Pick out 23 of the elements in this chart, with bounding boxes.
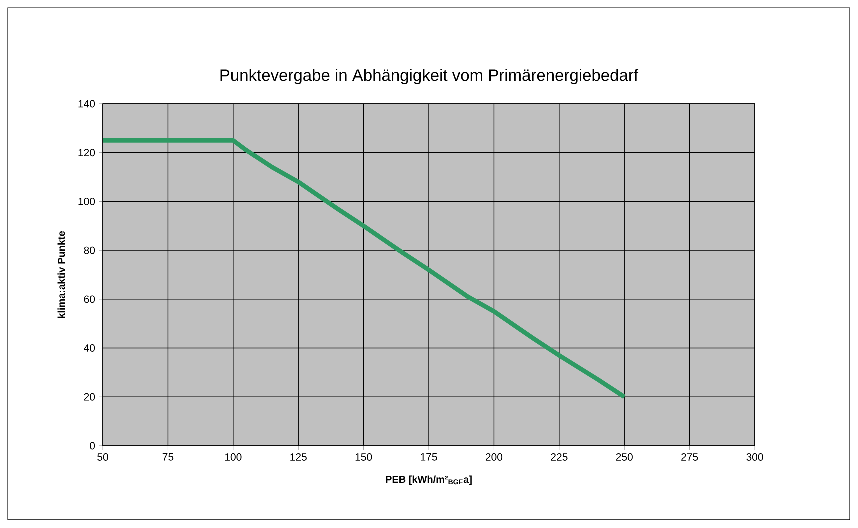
chart-title: Punktevergabe in Abhängigkeit vom Primärenergiebedarf bbox=[220, 69, 639, 84]
x-tick-label: 75 bbox=[162, 454, 174, 461]
y-tick-label: 20 bbox=[84, 393, 96, 401]
x-tick-label: 175 bbox=[421, 454, 438, 461]
y-tick-label: 40 bbox=[84, 344, 96, 352]
x-tick-label: 225 bbox=[551, 454, 568, 461]
y-tick-label: 100 bbox=[78, 198, 96, 206]
x-tick-label: 275 bbox=[682, 454, 698, 461]
x-axis-title: PEB [kWh/m²$_{BGF}$a] bbox=[386, 476, 472, 486]
x-tick-label: 150 bbox=[356, 454, 372, 461]
x-tick-label: 100 bbox=[225, 454, 242, 461]
y-tick-label: 60 bbox=[84, 296, 96, 304]
x-tick-label: 300 bbox=[746, 454, 764, 461]
y-tick-label: 80 bbox=[84, 246, 96, 254]
y-tick-label: 0 bbox=[90, 442, 96, 450]
line-series bbox=[103, 138, 627, 400]
x-tick-label: 50 bbox=[98, 454, 108, 461]
x-tick-label: 200 bbox=[486, 454, 503, 461]
x-tick-label: 125 bbox=[290, 454, 307, 461]
y-tick-label: 140 bbox=[78, 100, 96, 108]
y-axis-title: klima:aktiv Punkte bbox=[58, 231, 66, 318]
x-tick-label: 250 bbox=[616, 454, 633, 461]
y-tick-label: 120 bbox=[78, 149, 96, 157]
